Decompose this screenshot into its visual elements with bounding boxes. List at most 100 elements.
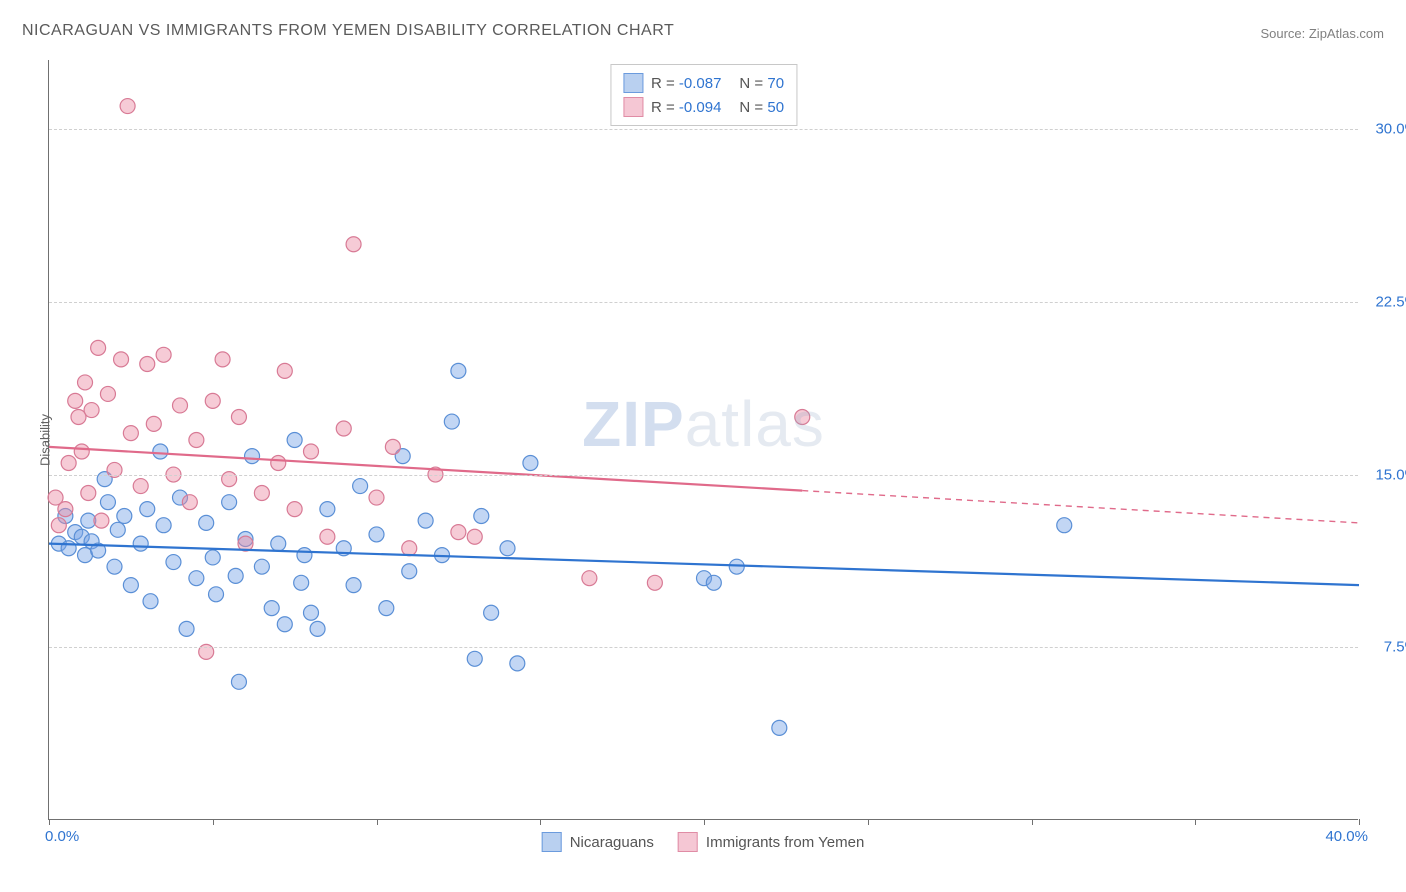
series-legend: Nicaraguans Immigrants from Yemen (542, 832, 865, 852)
series2-point (74, 444, 89, 459)
legend-label: Nicaraguans (570, 834, 654, 851)
source-attribution: Source: ZipAtlas.com (1260, 26, 1384, 41)
series1-point (510, 656, 525, 671)
series1-point (189, 571, 204, 586)
series1-point (228, 568, 243, 583)
grid-line (49, 647, 1358, 648)
y-tick-label: 15.0% (1363, 466, 1406, 483)
series2-point (385, 439, 400, 454)
series2-point (94, 513, 109, 528)
series1-point (706, 575, 721, 590)
x-axis-max-label: 40.0% (1325, 828, 1368, 845)
series1-point (402, 564, 417, 579)
series2-point (795, 409, 810, 424)
y-tick-label: 30.0% (1363, 121, 1406, 138)
series1-point (209, 587, 224, 602)
series1-swatch (623, 73, 643, 93)
series2-point (91, 340, 106, 355)
series2-point (123, 426, 138, 441)
series1-point (418, 513, 433, 528)
series1-point (156, 518, 171, 533)
series1-point (140, 502, 155, 517)
x-tick (868, 819, 869, 825)
series1-point (245, 449, 260, 464)
series2-point (254, 485, 269, 500)
series2-point (78, 375, 93, 390)
series1-point (222, 495, 237, 510)
legend-text: R = -0.087N = 70 (651, 75, 784, 92)
series2-point (58, 502, 73, 517)
series1-point (523, 456, 538, 471)
series1-point (153, 444, 168, 459)
series2-point (51, 518, 66, 533)
series1-point (379, 601, 394, 616)
x-tick (1359, 819, 1360, 825)
series1-point (474, 509, 489, 524)
series1-point (304, 605, 319, 620)
series2-point (100, 386, 115, 401)
series2-point (182, 495, 197, 510)
series1-point (205, 550, 220, 565)
y-tick-label: 7.5% (1363, 639, 1406, 656)
chart-title: NICARAGUAN VS IMMIGRANTS FROM YEMEN DISA… (22, 22, 674, 40)
y-tick-label: 22.5% (1363, 293, 1406, 310)
series1-point (484, 605, 499, 620)
series1-point (110, 522, 125, 537)
series1-point (166, 555, 181, 570)
series2-point (205, 393, 220, 408)
source-prefix: Source: (1260, 26, 1308, 41)
series2-point (81, 485, 96, 500)
series2-point (582, 571, 597, 586)
series1-point (772, 720, 787, 735)
legend-item: Nicaraguans (542, 832, 654, 852)
series2-point (304, 444, 319, 459)
series1-point (117, 509, 132, 524)
series1-point (467, 651, 482, 666)
series1-point (320, 502, 335, 517)
series1-point (231, 674, 246, 689)
series2-swatch (678, 832, 698, 852)
series2-point (84, 403, 99, 418)
series1-swatch (542, 832, 562, 852)
x-tick (704, 819, 705, 825)
series2-trend-line-solid (49, 447, 802, 491)
series1-point (179, 621, 194, 636)
series1-point (100, 495, 115, 510)
grid-line (49, 129, 1358, 130)
series2-point (189, 433, 204, 448)
series1-point (254, 559, 269, 574)
series2-point (173, 398, 188, 413)
series1-point (451, 363, 466, 378)
legend-item: Immigrants from Yemen (678, 832, 864, 852)
series2-point (336, 421, 351, 436)
series2-point (140, 357, 155, 372)
series1-point (294, 575, 309, 590)
series1-point (1057, 518, 1072, 533)
legend-label: Immigrants from Yemen (706, 834, 864, 851)
series1-point (444, 414, 459, 429)
series1-point (297, 548, 312, 563)
series1-point (143, 594, 158, 609)
x-tick (1032, 819, 1033, 825)
series1-point (369, 527, 384, 542)
series1-point (353, 479, 368, 494)
series2-point (647, 575, 662, 590)
legend-row: R = -0.094N = 50 (623, 95, 784, 119)
series1-point (264, 601, 279, 616)
series2-point (467, 529, 482, 544)
series1-point (199, 515, 214, 530)
series2-point (68, 393, 83, 408)
x-tick (1195, 819, 1196, 825)
series2-point (120, 99, 135, 114)
correlation-legend: R = -0.087N = 70 R = -0.094N = 50 (610, 64, 797, 126)
series1-point (107, 559, 122, 574)
series1-point (277, 617, 292, 632)
series2-point (402, 541, 417, 556)
x-tick (377, 819, 378, 825)
series2-point (133, 479, 148, 494)
series2-point (146, 416, 161, 431)
series1-point (123, 578, 138, 593)
series1-point (133, 536, 148, 551)
x-tick (49, 819, 50, 825)
grid-line (49, 302, 1358, 303)
